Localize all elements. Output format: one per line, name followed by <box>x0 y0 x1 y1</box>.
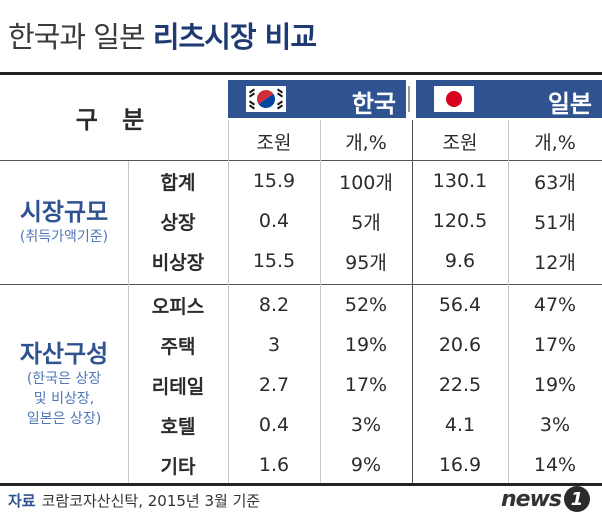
korea-flag-icon <box>246 86 286 112</box>
news1-logo: news 1 <box>501 486 590 512</box>
row-label: 비상장 <box>151 251 205 274</box>
column-divider <box>508 120 509 483</box>
row-label: 기타 <box>160 455 196 478</box>
title-part-1: 한국과 일본 <box>8 20 146 54</box>
kr-count-cell: 19% <box>344 334 388 356</box>
header-korea-label: 한국 <box>351 90 396 118</box>
kr-value-cell: 3 <box>267 334 281 356</box>
kr-value-cell: 0.4 <box>258 414 290 436</box>
jp-value-cell: 130.1 <box>432 170 488 192</box>
row-label: 오피스 <box>151 295 205 318</box>
header-rule <box>0 160 602 161</box>
kr-value-cell: 1.6 <box>258 454 290 476</box>
kr-value-cell: 2.7 <box>258 374 290 396</box>
kr-count-cell: 100개 <box>339 171 393 194</box>
group-market-size-title: 시장규모 <box>19 198 109 226</box>
jp-value-cell: 4.1 <box>444 414 476 436</box>
kr-count-cell: 95개 <box>345 251 387 274</box>
jp-value-cell: 56.4 <box>438 294 482 316</box>
unit-jp-value: 조원 <box>442 131 478 154</box>
column-divider <box>412 120 413 483</box>
group-asset-composition: 자산구성 (한국은 상장 및 비상장, 일본은 상장) <box>0 334 128 429</box>
jp-count-cell: 47% <box>533 294 577 316</box>
header-japan: 일본 <box>416 80 602 118</box>
jp-count-cell: 19% <box>533 374 577 396</box>
title-part-2: 리츠시장 비교 <box>152 20 317 54</box>
source-text: 코람코자산신탁, 2015년 3월 기준 <box>41 492 261 510</box>
header-gubun: 구 분 <box>75 106 153 134</box>
jp-count-cell: 12개 <box>534 251 576 274</box>
jp-count-cell: 14% <box>533 454 577 476</box>
jp-count-cell: 63개 <box>534 171 576 194</box>
kr-count-cell: 17% <box>344 374 388 396</box>
table-top-rule <box>0 72 602 75</box>
jp-count-cell: 17% <box>533 334 577 356</box>
unit-kr-value: 조원 <box>256 131 292 154</box>
kr-count-cell: 5개 <box>351 211 381 234</box>
kr-count-cell: 52% <box>344 294 388 316</box>
header-divider <box>408 86 410 112</box>
kr-value-cell: 15.5 <box>252 250 296 272</box>
jp-count-cell: 51개 <box>534 211 576 234</box>
jp-value-cell: 22.5 <box>438 374 482 396</box>
comparison-table: 구 분 한국 일본 조원 개,% 조원 개,% 시장규모 <box>0 72 602 486</box>
row-label: 리테일 <box>151 375 205 398</box>
group-asset-composition-note: (한국은 상장 <box>26 371 102 387</box>
kr-value-cell: 0.4 <box>258 210 290 232</box>
column-divider <box>228 120 229 483</box>
jp-value-cell: 9.6 <box>444 250 476 272</box>
row-label: 합계 <box>160 171 196 194</box>
table-bottom-rule <box>0 483 602 486</box>
kr-value-cell: 8.2 <box>258 294 290 316</box>
header-japan-label: 일본 <box>547 90 592 118</box>
jp-count-cell: 3% <box>539 414 571 436</box>
group-market-size-note: (취득가액기준) <box>19 229 109 245</box>
group-asset-composition-note: 및 비상장, <box>33 391 95 407</box>
group-asset-composition-note: 일본은 상장) <box>26 411 102 427</box>
unit-kr-count: 개,% <box>345 131 387 154</box>
source-note: 자료 코람코자산신탁, 2015년 3월 기준 <box>8 490 260 511</box>
source-label: 자료 <box>8 492 36 510</box>
jp-value-cell: 20.6 <box>438 334 482 356</box>
jp-value-cell: 16.9 <box>438 454 482 476</box>
logo-text: news <box>500 486 562 512</box>
row-label: 호텔 <box>160 415 196 438</box>
jp-value-cell: 120.5 <box>432 210 488 232</box>
unit-jp-count: 개,% <box>534 131 576 154</box>
column-divider <box>128 161 129 483</box>
kr-value-cell: 15.9 <box>252 170 296 192</box>
row-label: 상장 <box>160 211 196 234</box>
header-korea: 한국 <box>228 80 406 118</box>
kr-count-cell: 9% <box>350 454 382 476</box>
group-market-size: 시장규모 (취득가액기준) <box>0 192 128 247</box>
page-title: 한국과 일본 리츠시장 비교 <box>8 14 317 56</box>
logo-mark: 1 <box>564 486 590 512</box>
japan-flag-icon <box>434 86 474 112</box>
group-rule <box>0 284 602 285</box>
kr-count-cell: 3% <box>350 414 382 436</box>
group-asset-composition-title: 자산구성 <box>19 340 109 368</box>
column-divider <box>320 120 321 483</box>
row-label: 주택 <box>160 335 196 358</box>
